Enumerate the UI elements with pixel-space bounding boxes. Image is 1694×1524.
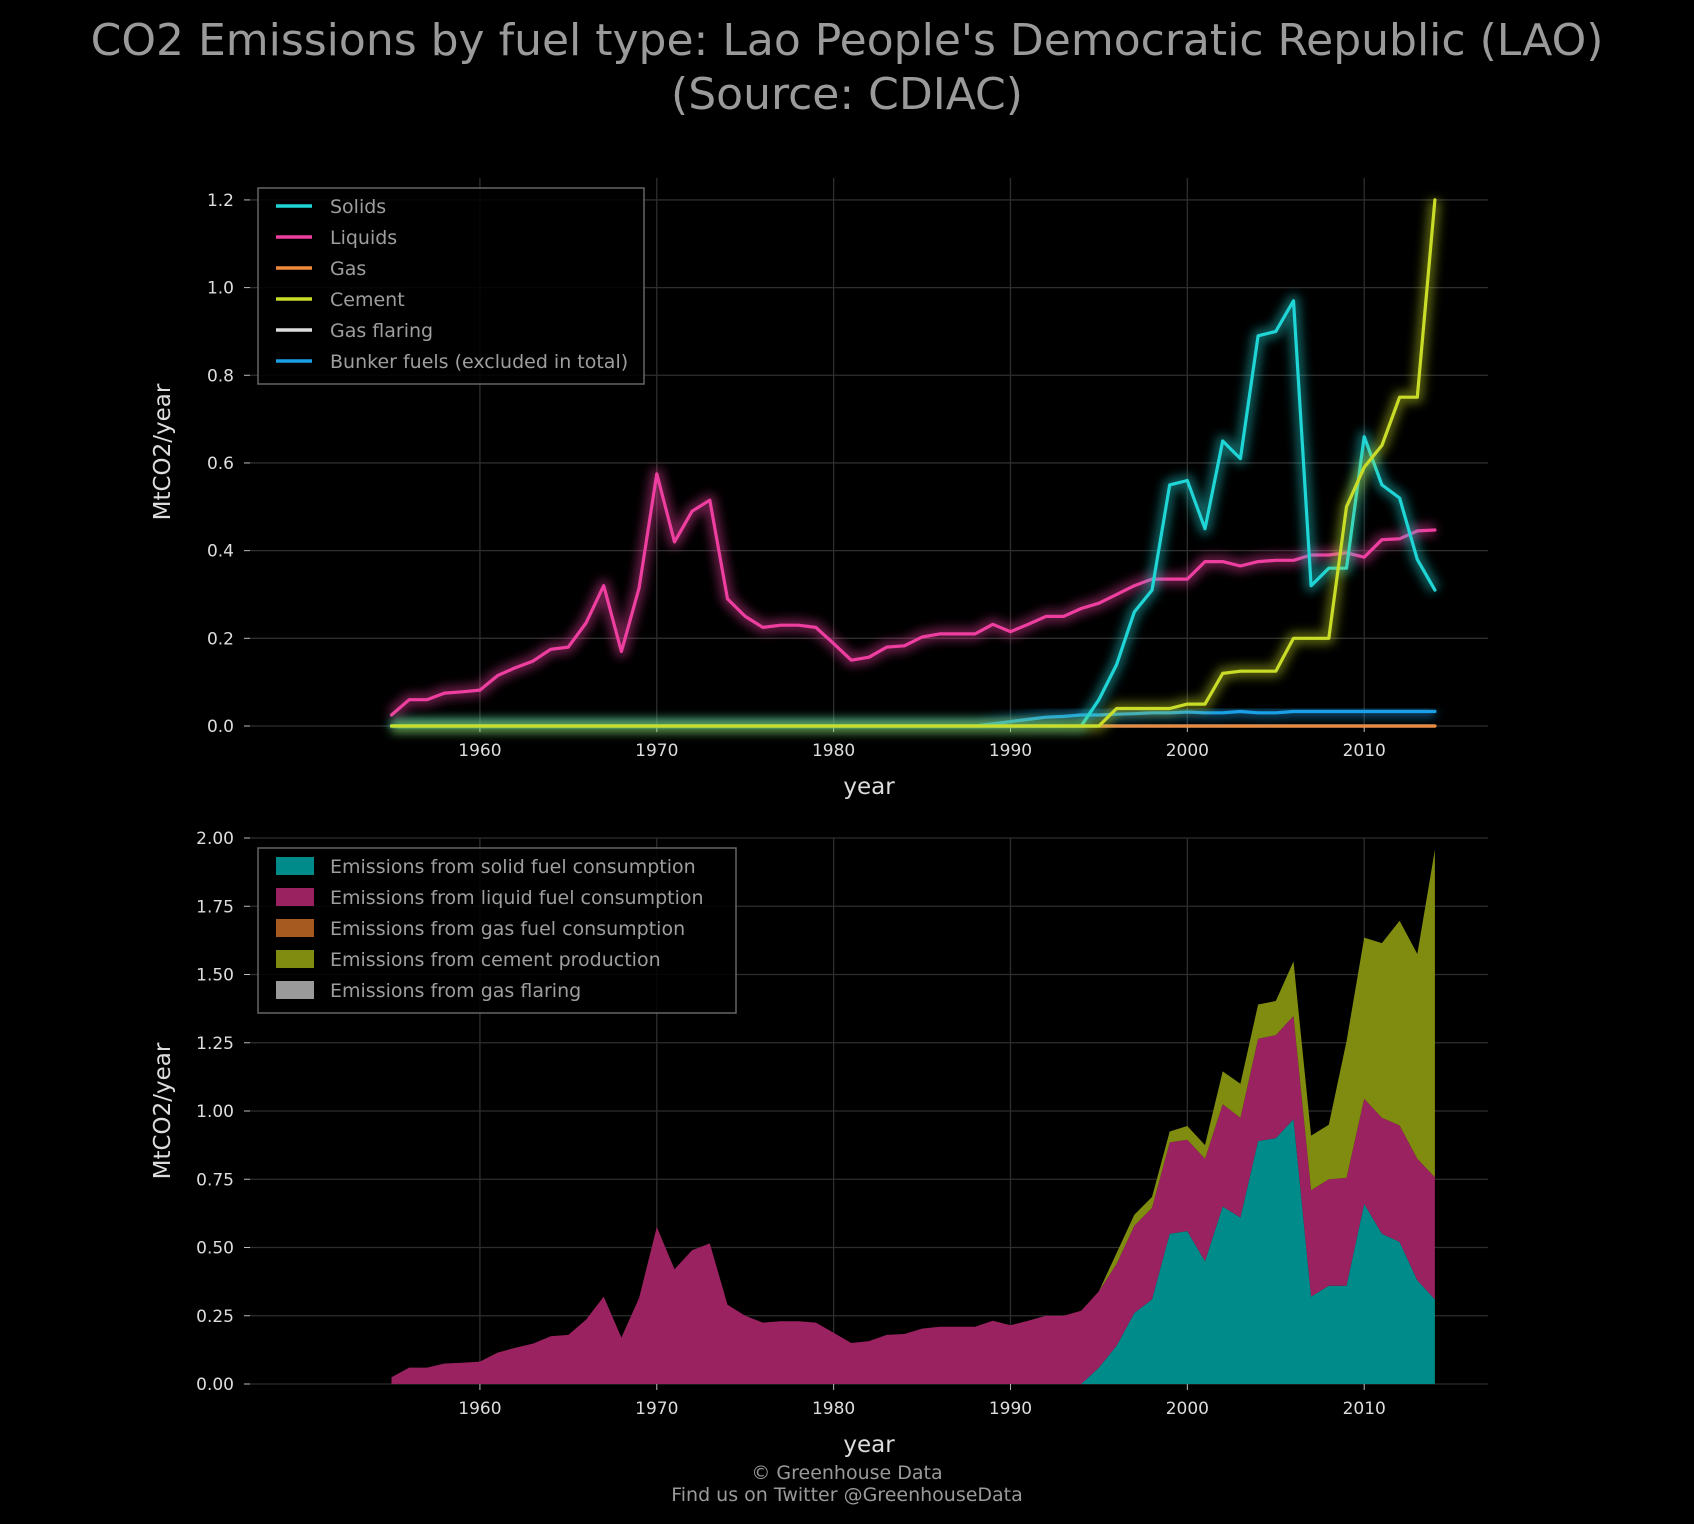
line-chart-x-tick-label: 1960 xyxy=(458,741,501,761)
emissions-from-gas-fuel-consumption-legend-swatch xyxy=(276,919,314,937)
gas-flaring-legend-label: Gas flaring xyxy=(330,320,433,342)
area-chart-x-tick-label: 1960 xyxy=(458,1399,501,1419)
line-chart-x-axis-label: year xyxy=(843,774,895,800)
emissions-from-cement-production-legend-label: Emissions from cement production xyxy=(330,949,661,971)
bunker-fuels-excluded-in-total-legend-label: Bunker fuels (excluded in total) xyxy=(330,351,628,373)
line-chart-y-tick-label: 1.2 xyxy=(207,191,234,211)
line-chart: 1960 1970 1980 1990 2000 2010 0.0 0.2 0.4 0.6 0.8 1… xyxy=(150,178,1488,800)
line-chart-y-tick-label: 0.0 xyxy=(207,717,234,737)
emissions-from-gas-flaring-legend-swatch xyxy=(276,981,314,999)
emissions-from-solid-fuel-consumption-legend-label: Emissions from solid fuel consumption xyxy=(330,856,696,878)
footer-copyright: © Greenhouse Data xyxy=(751,1462,943,1484)
line-chart-x-tick-label: 1990 xyxy=(989,741,1032,761)
area-chart-legend-frame xyxy=(257,847,737,1014)
line-chart-y-tick-label: 0.6 xyxy=(207,454,234,474)
line-chart-y-tick-label: 0.8 xyxy=(207,366,234,386)
area-chart-y-tick-label: 2.00 xyxy=(196,829,234,849)
chart-title-line2: (Source: CDIAC) xyxy=(671,69,1023,120)
line-chart-legend-frame xyxy=(257,187,645,385)
area-chart-y-tick-label: 1.50 xyxy=(196,966,234,986)
line-chart-y-tick-label: 0.4 xyxy=(207,542,234,562)
area-chart-x-tick-label: 1990 xyxy=(989,1399,1032,1419)
area-chart-x-tick-label: 2000 xyxy=(1166,1399,1209,1419)
area-chart-x-tick-label: 1980 xyxy=(812,1399,855,1419)
stacked-area-chart: 1960 1970 1980 1990 2000 2010 0.00 0.25 0.50 0.75… xyxy=(150,829,1488,1458)
area-chart-y-tick-label: 0.75 xyxy=(196,1170,234,1190)
emissions-from-cement-production-legend-swatch xyxy=(276,950,314,968)
gas-legend-label: Gas xyxy=(330,258,366,280)
footer: © Greenhouse Data Find us on Twitter @Gr… xyxy=(0,1462,1694,1506)
area-chart-y-tick-label: 1.75 xyxy=(196,897,234,917)
emissions-from-gas-fuel-consumption-legend-label: Emissions from gas fuel consumption xyxy=(330,918,685,940)
emissions-from-solid-fuel-consumption-legend-swatch xyxy=(276,857,314,875)
area-chart-x-axis-label: year xyxy=(843,1432,895,1458)
footer-twitter: Find us on Twitter @GreenhouseData xyxy=(671,1484,1023,1506)
liquids-glow xyxy=(387,467,1436,720)
area-chart-y-tick-label: 0.25 xyxy=(196,1307,234,1327)
emissions-from-gas-flaring-legend-label: Emissions from gas flaring xyxy=(330,980,581,1002)
emissions-from-liquid-fuel-consumption-legend-label: Emissions from liquid fuel consumption xyxy=(330,887,704,909)
line-chart-y-tick-label: 0.2 xyxy=(207,629,234,649)
emissions-from-liquid-fuel-consumption-legend-swatch xyxy=(276,888,314,906)
cement-line xyxy=(389,198,1437,728)
emissions-from-liquid-fuel-consumption-area xyxy=(391,1016,1435,1384)
line-chart-y-axis-label: MtCO2/year xyxy=(150,383,176,520)
area-chart-y-tick-label: 1.00 xyxy=(196,1102,234,1122)
line-chart-x-tick-label: 1970 xyxy=(635,741,678,761)
liquids-legend-label: Liquids xyxy=(330,227,397,249)
cement-legend-label: Cement xyxy=(330,289,405,311)
line-chart-y-tick-label: 1.0 xyxy=(207,279,234,299)
chart-title-line1: CO2 Emissions by fuel type: Lao People's… xyxy=(90,15,1604,66)
area-chart-x-tick-label: 1970 xyxy=(635,1399,678,1419)
line-chart-x-tick-label: 1980 xyxy=(812,741,855,761)
solids-legend-label: Solids xyxy=(330,196,386,218)
chart-title: CO2 Emissions by fuel type: Lao People's… xyxy=(0,14,1694,122)
area-chart-y-tick-label: 1.25 xyxy=(196,1034,234,1054)
area-chart-y-tick-label: 0.00 xyxy=(196,1375,234,1395)
emissions-from-solid-fuel-consumption-area xyxy=(391,1119,1435,1384)
line-chart-x-tick-label: 2000 xyxy=(1166,741,1209,761)
line-chart-x-tick-label: 2010 xyxy=(1343,741,1386,761)
area-chart-x-tick-label: 2010 xyxy=(1343,1399,1386,1419)
area-chart-y-tick-label: 0.50 xyxy=(196,1239,234,1259)
liquids-line xyxy=(389,472,1437,717)
area-chart-y-axis-label: MtCO2/year xyxy=(150,1042,176,1179)
